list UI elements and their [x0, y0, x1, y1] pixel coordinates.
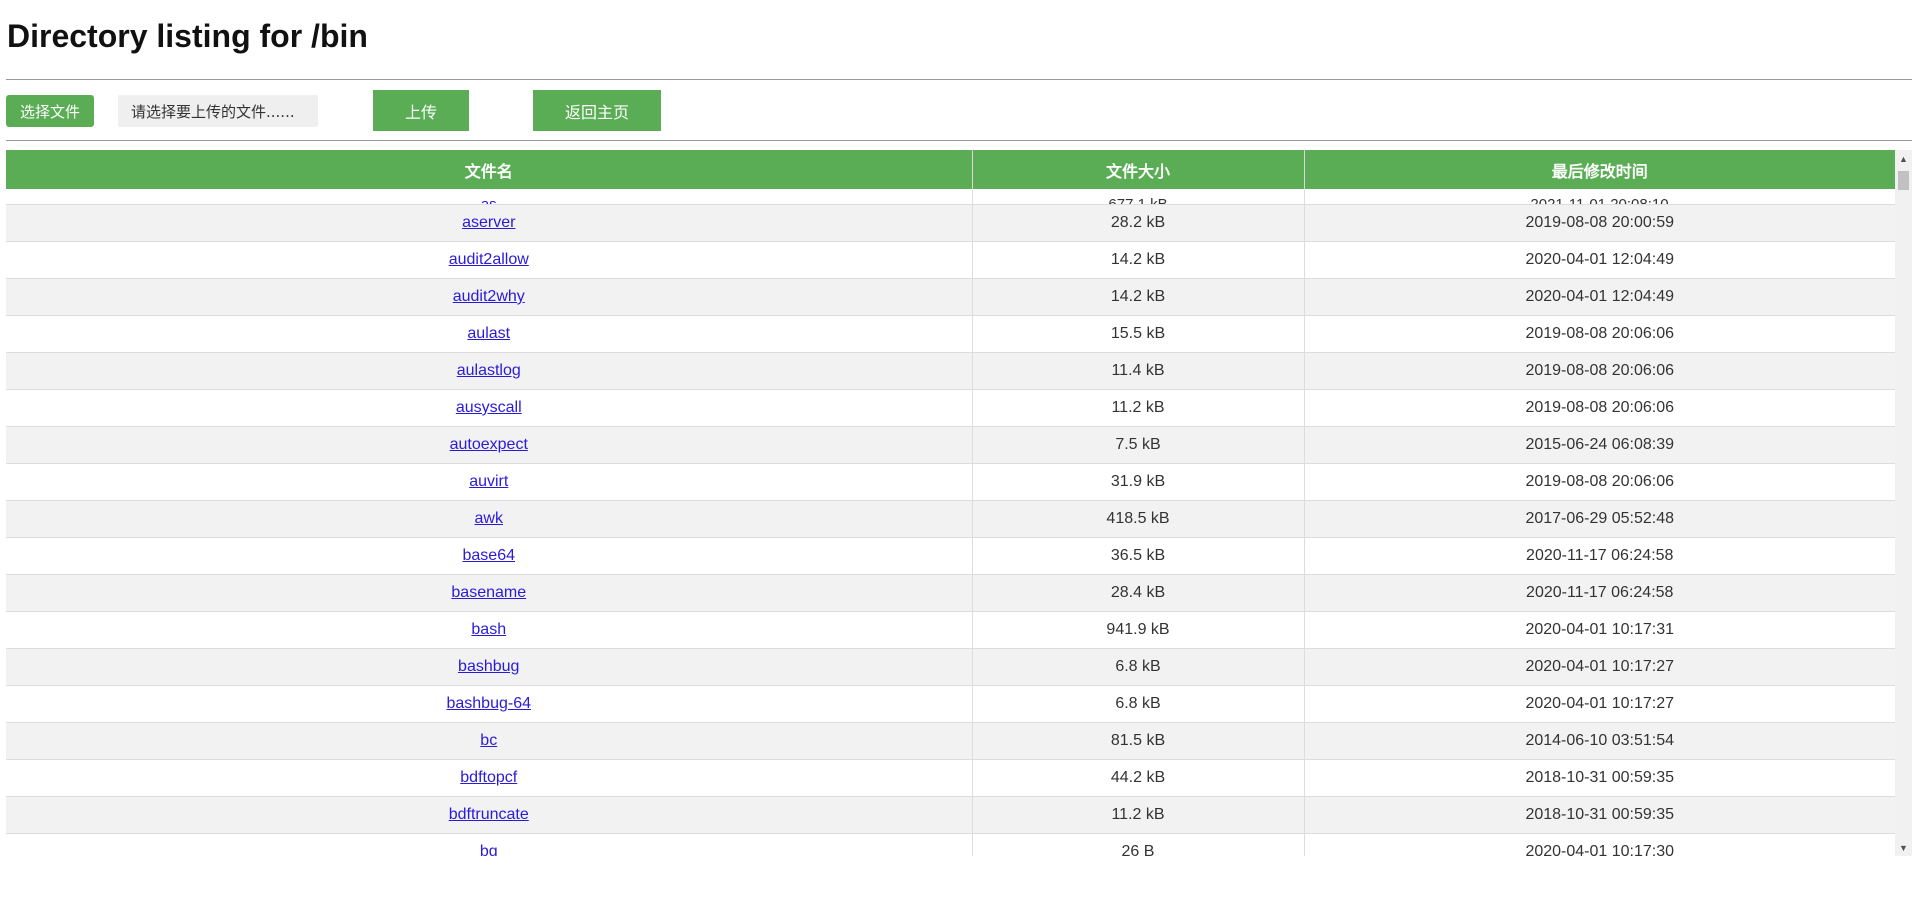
file-size: 14.2 kB	[972, 278, 1305, 316]
table-row: autoexpect 7.5 kB 2015-06-24 06:08:39	[6, 426, 1895, 464]
header-modified-time[interactable]: 最后修改时间	[1304, 150, 1895, 189]
table-row: aserver 28.2 kB 2019-08-08 20:00:59	[6, 204, 1895, 242]
file-size: 677.1 kB	[1108, 196, 1168, 205]
file-size: 15.5 kB	[972, 315, 1305, 353]
divider	[6, 79, 1912, 80]
file-mtime: 2015-06-24 06:08:39	[1304, 426, 1895, 464]
file-mtime: 2020-04-01 12:04:49	[1304, 278, 1895, 316]
file-mtime: 2019-08-08 20:06:06	[1304, 463, 1895, 501]
table-row: bashbug-64 6.8 kB 2020-04-01 10:17:27	[6, 685, 1895, 723]
upload-button[interactable]: 上传	[373, 90, 469, 131]
file-link[interactable]: aulast	[467, 325, 511, 342]
file-size: 941.9 kB	[972, 611, 1305, 649]
file-size: 14.2 kB	[972, 241, 1305, 279]
file-mtime: 2020-11-17 06:24:58	[1304, 537, 1895, 575]
file-link[interactable]: bashbug	[458, 658, 520, 675]
file-size: 81.5 kB	[972, 722, 1305, 760]
file-mtime: 2020-04-01 10:17:27	[1304, 648, 1895, 686]
file-mtime: 2019-08-08 20:06:06	[1304, 389, 1895, 427]
scroll-up-icon[interactable]: ▲	[1899, 153, 1908, 164]
file-size: 28.4 kB	[972, 574, 1305, 612]
table-row: ausyscall 11.2 kB 2019-08-08 20:06:06	[6, 389, 1895, 427]
table-row: bdftruncate 11.2 kB 2018-10-31 00:59:35	[6, 796, 1895, 834]
table-row: bdftopcf 44.2 kB 2018-10-31 00:59:35	[6, 759, 1895, 797]
file-mtime: 2020-04-01 12:04:49	[1304, 241, 1895, 279]
table-row: bash 941.9 kB 2020-04-01 10:17:31	[6, 611, 1895, 649]
file-table: 文件名 文件大小 最后修改时间 as 677.1 kB 2021-11-01 2…	[6, 150, 1895, 856]
header-file-name[interactable]: 文件名	[6, 150, 973, 189]
table-row: aulastlog 11.4 kB 2019-08-08 20:06:06	[6, 352, 1895, 390]
file-link[interactable]: bash	[471, 621, 507, 638]
file-size: 11.2 kB	[972, 389, 1305, 427]
file-link[interactable]: as	[480, 196, 497, 205]
file-mtime: 2018-10-31 00:59:35	[1304, 796, 1895, 834]
scroll-down-icon[interactable]: ▼	[1899, 842, 1908, 853]
file-mtime: 2020-04-01 10:17:27	[1304, 685, 1895, 723]
page-title: Directory listing for /bin	[7, 18, 368, 54]
scroll-thumb[interactable]	[1898, 171, 1909, 190]
selected-file-display[interactable]: 请选择要上传的文件......	[118, 95, 318, 127]
file-mtime: 2019-08-08 20:06:06	[1304, 352, 1895, 390]
table-row: bc 81.5 kB 2014-06-10 03:51:54	[6, 722, 1895, 760]
file-table-viewport: 文件名 文件大小 最后修改时间 as 677.1 kB 2021-11-01 2…	[6, 150, 1895, 856]
back-home-button[interactable]: 返回主页	[533, 90, 661, 131]
file-size: 26 B	[972, 833, 1305, 856]
file-link[interactable]: awk	[474, 510, 503, 527]
file-link[interactable]: base64	[462, 547, 516, 564]
file-link[interactable]: bdftruncate	[448, 806, 529, 823]
file-mtime: 2014-06-10 03:51:54	[1304, 722, 1895, 760]
table-row: awk 418.5 kB 2017-06-29 05:52:48	[6, 500, 1895, 538]
file-link[interactable]: bashbug-64	[446, 695, 531, 712]
file-size: 36.5 kB	[972, 537, 1305, 575]
table-row-partial: as 677.1 kB 2021-11-01 20:08:10	[6, 189, 1895, 205]
table-row: bashbug 6.8 kB 2020-04-01 10:17:27	[6, 648, 1895, 686]
file-link[interactable]: bg	[479, 843, 498, 856]
file-size: 44.2 kB	[972, 759, 1305, 797]
file-table-container[interactable]: 文件名 文件大小 最后修改时间 as 677.1 kB 2021-11-01 2…	[6, 150, 1912, 856]
file-link[interactable]: audit2allow	[448, 251, 529, 268]
file-link[interactable]: basename	[451, 584, 527, 601]
file-size: 418.5 kB	[972, 500, 1305, 538]
vertical-scrollbar[interactable]: ▲ ▼	[1895, 150, 1912, 856]
file-mtime: 2020-11-17 06:24:58	[1304, 574, 1895, 612]
file-link[interactable]: bdftopcf	[460, 769, 518, 786]
table-row: audit2why 14.2 kB 2020-04-01 12:04:49	[6, 278, 1895, 316]
table-row: bg 26 B 2020-04-01 10:17:30	[6, 833, 1895, 856]
table-header-row: 文件名 文件大小 最后修改时间	[6, 150, 1895, 189]
divider	[6, 140, 1912, 141]
table-row: auvirt 31.9 kB 2019-08-08 20:06:06	[6, 463, 1895, 501]
file-size: 28.2 kB	[972, 204, 1305, 242]
file-link[interactable]: bc	[480, 732, 498, 749]
file-size: 11.2 kB	[972, 796, 1305, 834]
file-mtime: 2020-04-01 10:17:31	[1304, 611, 1895, 649]
table-row: basename 28.4 kB 2020-11-17 06:24:58	[6, 574, 1895, 612]
file-mtime: 2020-04-01 10:17:30	[1304, 833, 1895, 856]
file-mtime: 2017-06-29 05:52:48	[1304, 500, 1895, 538]
table-row: audit2allow 14.2 kB 2020-04-01 12:04:49	[6, 241, 1895, 279]
file-link[interactable]: auvirt	[469, 473, 509, 490]
file-mtime: 2021-11-01 20:08:10	[1530, 196, 1669, 205]
file-mtime: 2019-08-08 20:00:59	[1304, 204, 1895, 242]
file-size: 7.5 kB	[972, 426, 1305, 464]
file-size: 6.8 kB	[972, 685, 1305, 723]
file-link[interactable]: aserver	[462, 214, 516, 231]
file-link[interactable]: autoexpect	[449, 436, 528, 453]
table-row: base64 36.5 kB 2020-11-17 06:24:58	[6, 537, 1895, 575]
file-link[interactable]: ausyscall	[455, 399, 522, 416]
header-file-size[interactable]: 文件大小	[972, 150, 1305, 189]
file-size: 31.9 kB	[972, 463, 1305, 501]
file-size: 6.8 kB	[972, 648, 1305, 686]
file-mtime: 2019-08-08 20:06:06	[1304, 315, 1895, 353]
choose-file-button[interactable]: 选择文件	[6, 95, 94, 127]
file-link[interactable]: aulastlog	[456, 362, 521, 379]
file-link[interactable]: audit2why	[452, 288, 525, 305]
file-size: 11.4 kB	[972, 352, 1305, 390]
file-mtime: 2018-10-31 00:59:35	[1304, 759, 1895, 797]
table-row: aulast 15.5 kB 2019-08-08 20:06:06	[6, 315, 1895, 353]
